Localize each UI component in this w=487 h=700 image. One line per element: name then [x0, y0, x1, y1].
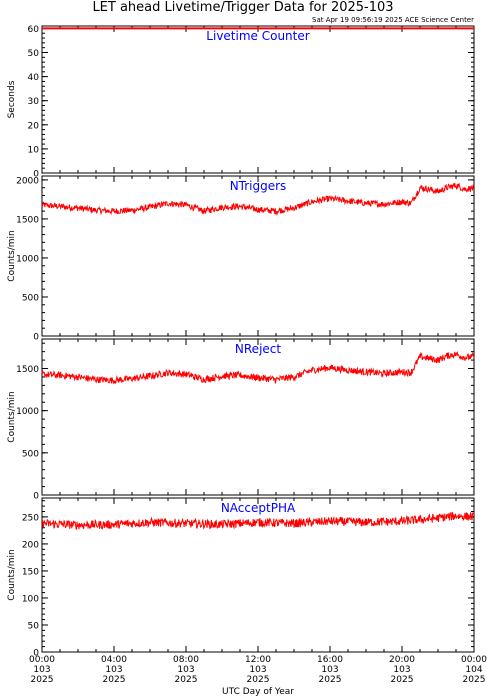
x-tick-label: 00:00	[29, 655, 55, 665]
panel-1: 0 10 20 30 40 50 60 Seconds Livetime Counter	[7, 25, 475, 180]
x-tick-label: 2025	[103, 675, 126, 685]
y-axis-label: Counts/min	[7, 549, 17, 600]
y-tick-label: 1500	[16, 215, 39, 225]
timestamp-label: Sat Apr 19 09:56:19 2025 ACE Science Cen…	[312, 16, 474, 24]
y-tick-label: 200	[22, 540, 39, 550]
y-axis-label: Seconds	[7, 80, 17, 118]
y-tick-label: 10	[28, 145, 40, 155]
x-tick-label: 2025	[175, 675, 198, 685]
y-tick-label: 40	[28, 73, 40, 83]
y-tick-label: 0	[33, 649, 39, 659]
series-line	[41, 511, 475, 531]
x-tick-label: 104	[465, 665, 482, 675]
panel-2: 0 500 1000 1500 2000 Counts/min NTriggers	[7, 175, 475, 343]
y-tick-label: 500	[22, 449, 39, 459]
y-tick-label: 2000	[16, 176, 39, 186]
x-tick-label: 20:00	[389, 655, 415, 665]
x-tick-label: 08:00	[173, 655, 199, 665]
y-tick-label: 50	[28, 49, 40, 59]
y-tick-label: 500	[22, 293, 39, 303]
panel-4: 0 50 100 150 200 250 Counts/min NAcceptPHA	[7, 497, 475, 659]
panel-title: NTriggers	[230, 179, 287, 193]
y-tick-label: 0	[33, 492, 39, 502]
x-tick-label: 103	[177, 665, 194, 675]
y-tick-label: 50	[28, 621, 40, 631]
x-tick-label: 04:00	[101, 655, 127, 665]
y-tick-label: 30	[28, 97, 40, 107]
x-tick-label: 2025	[463, 675, 486, 685]
x-tick-label: 2025	[247, 675, 270, 685]
y-tick-label: 1000	[16, 407, 39, 417]
series-line	[41, 182, 475, 216]
y-tick-label: 0	[33, 170, 39, 180]
x-tick-label: 2025	[391, 675, 414, 685]
y-tick-label: 250	[22, 513, 39, 523]
x-tick-label: 12:00	[245, 655, 271, 665]
series-line	[41, 351, 475, 385]
panel-title: Livetime Counter	[206, 29, 309, 43]
y-tick-label: 0	[33, 333, 39, 343]
y-tick-label: 60	[28, 25, 40, 35]
panel-title: NAcceptPHA	[221, 501, 296, 515]
y-tick-label: 1000	[16, 254, 39, 264]
x-tick-label: 00:00	[461, 655, 487, 665]
x-tick-label: 2025	[319, 675, 342, 685]
panel-title: NReject	[235, 342, 281, 356]
x-axis: 00:00103202504:00103202508:00103202512:0…	[29, 655, 487, 685]
x-axis-label: UTC Day of Year	[222, 687, 294, 697]
plot-frame	[41, 338, 475, 496]
plot-frame	[41, 25, 475, 174]
y-axis-label: Counts/min	[7, 230, 17, 281]
y-tick-label: 100	[22, 594, 39, 604]
x-tick-label: 16:00	[317, 655, 343, 665]
plot-frame	[41, 175, 475, 337]
x-tick-label: 103	[33, 665, 50, 675]
x-tick-label: 2025	[31, 675, 54, 685]
y-axis-label: Counts/min	[7, 391, 17, 442]
x-tick-label: 103	[393, 665, 410, 675]
panel-3: 0 500 1000 1500 Counts/min NReject	[7, 338, 475, 502]
y-tick-label: 1500	[16, 365, 39, 375]
figure-title: LET ahead Livetime/Trigger Data for 2025…	[92, 0, 393, 15]
x-tick-label: 103	[249, 665, 266, 675]
y-tick-label: 150	[22, 567, 39, 577]
x-tick-label: 103	[321, 665, 338, 675]
x-tick-label: 103	[105, 665, 122, 675]
y-tick-label: 20	[28, 121, 40, 131]
